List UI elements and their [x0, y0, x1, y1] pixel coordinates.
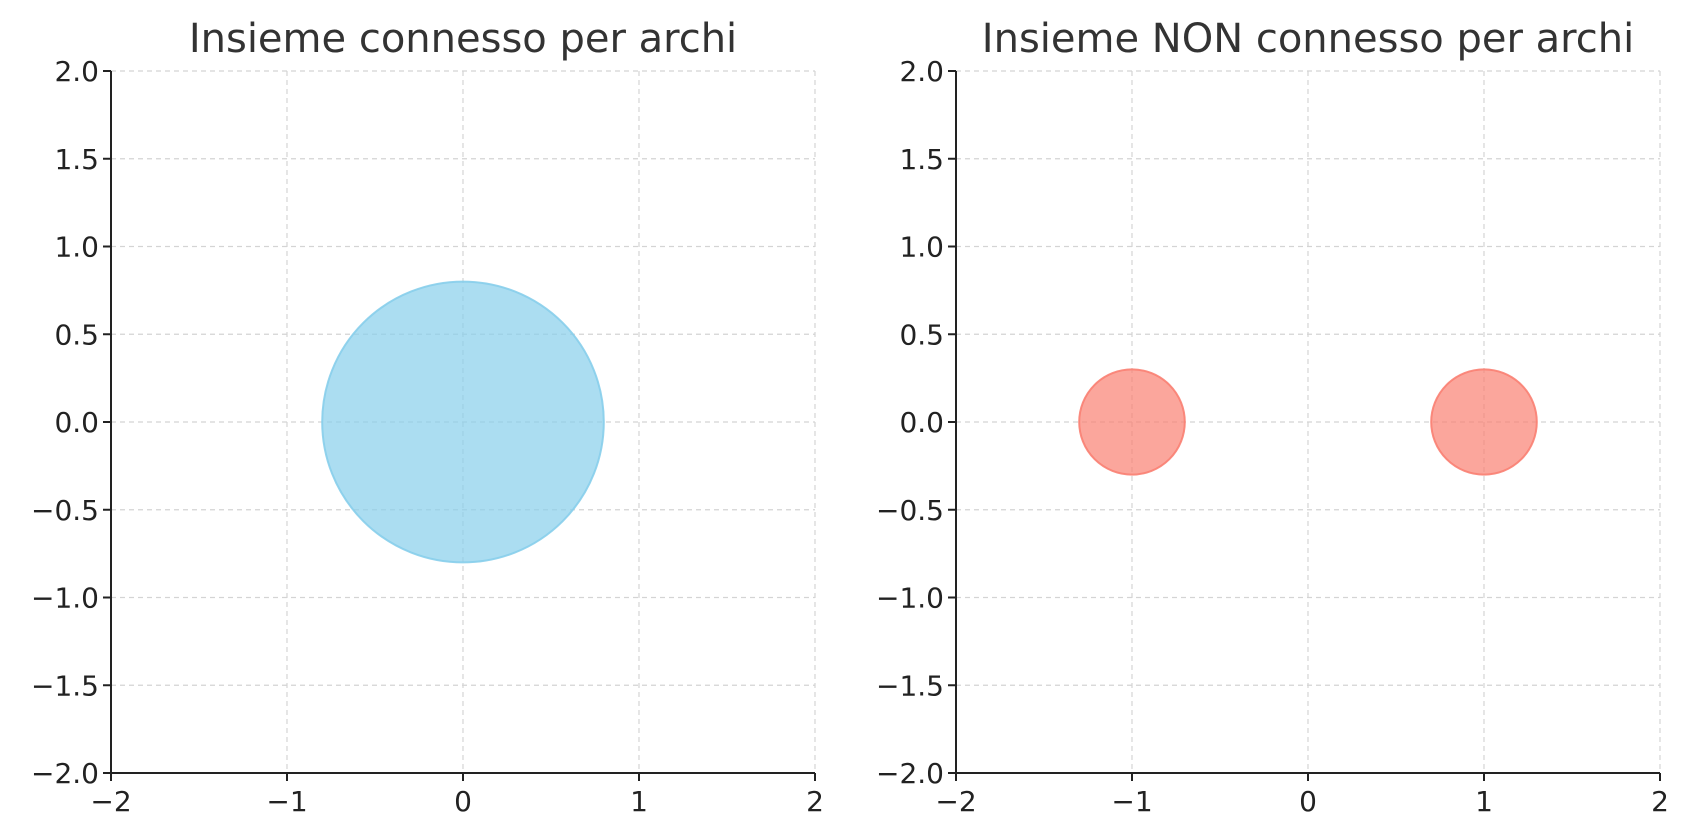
grid [955, 70, 1661, 774]
chart-not-connected: Insieme NON connesso per archi −2 −1 0 1 2−2… [876, 16, 1669, 818]
chart-title: Insieme NON connesso per archi [982, 16, 1634, 62]
circle-region [1078, 368, 1186, 476]
shapes [1078, 368, 1538, 476]
y-tick-label: −2.0 [876, 757, 944, 790]
y-tick-label: −1.5 [31, 669, 99, 702]
y-tick-label: 0.0 [54, 406, 99, 439]
y-tick-label: 1.0 [54, 231, 99, 264]
axes [103, 70, 816, 781]
x-tick-label: −2 [935, 785, 976, 818]
circle-region [321, 280, 605, 564]
y-tick-label: 0.5 [54, 318, 99, 351]
x-tick-label: 2 [806, 785, 824, 818]
chart-connected: Insieme connesso per archi −2 −1 0 1 2 −2.0 −1… [31, 16, 824, 818]
axes [948, 70, 1661, 781]
x-tick-label: −1 [266, 785, 307, 818]
y-tick-label: −0.5 [31, 494, 99, 527]
circle-region [1430, 368, 1538, 476]
y-tick-label: 1.5 [899, 143, 944, 176]
y-tick-label: 1.5 [54, 143, 99, 176]
y-tick-label: 1.0 [899, 231, 944, 264]
x-tick-label: 1 [1475, 785, 1493, 818]
shapes [321, 280, 605, 564]
y-tick-label: −2.0 [31, 757, 99, 790]
y-tick-label: 2.0 [54, 55, 99, 88]
y-tick-label: −1.0 [31, 582, 99, 615]
tick-labels: −2 −1 0 1 2 −2.0 −1.5 −1.0 −0.5 0.0 0.5 1.0 1.5 2.0 [876, 55, 1669, 818]
x-tick-label: −1 [1111, 785, 1152, 818]
x-tick-label: −2 [90, 785, 131, 818]
chart-title: Insieme connesso per archi [189, 16, 737, 62]
y-tick-label: 0.5 [899, 318, 944, 351]
y-tick-label: 0.0 [899, 406, 944, 439]
y-tick-label: 2.0 [899, 55, 944, 88]
y-tick-label: −1.5 [876, 669, 944, 702]
x-tick-label: 0 [1299, 785, 1317, 818]
y-tick-label: −1.0 [876, 582, 944, 615]
x-tick-label: 0 [454, 785, 472, 818]
x-tick-label: 2 [1651, 785, 1669, 818]
x-tick-label: 1 [630, 785, 648, 818]
tick-labels: −2 −1 0 1 2 −2.0 −1.5 −1.0 −0.5 0.0 0.5 1.0 1.5 2.0 [31, 55, 824, 818]
y-tick-label: −0.5 [876, 494, 944, 527]
